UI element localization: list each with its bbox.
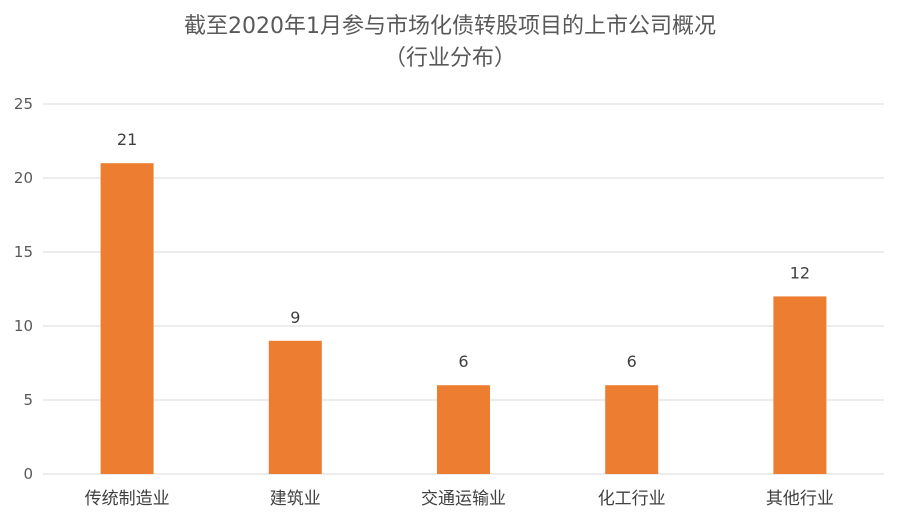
chart-title: 截至2020年1月参与市场化债转股项目的上市公司概况 xyxy=(184,14,716,39)
category-label: 交通运输业 xyxy=(421,489,506,509)
bar xyxy=(605,385,659,474)
y-tick-label: 25 xyxy=(14,95,33,113)
y-tick-label: 5 xyxy=(23,391,33,409)
category-label: 化工行业 xyxy=(598,489,666,509)
chart-subtitle: （行业分布） xyxy=(384,46,516,71)
data-label: 9 xyxy=(290,308,300,327)
data-label: 6 xyxy=(458,352,468,371)
bar xyxy=(100,163,154,474)
data-label: 12 xyxy=(790,263,810,282)
category-label: 建筑业 xyxy=(270,489,321,509)
category-label: 传统制造业 xyxy=(85,489,170,509)
bar xyxy=(437,385,490,474)
y-tick-label: 20 xyxy=(14,169,33,187)
data-labels: 21 9 6 6 12 xyxy=(117,130,810,371)
x-axis-categories: 传统制造业 建筑业 交通运输业 化工行业 其他行业 xyxy=(85,489,834,509)
data-label: 21 xyxy=(117,130,137,149)
gridlines xyxy=(43,103,884,475)
data-label: 6 xyxy=(627,352,637,371)
bar xyxy=(773,296,827,474)
bars xyxy=(100,163,827,474)
y-tick-label: 0 xyxy=(23,465,33,483)
y-tick-label: 10 xyxy=(14,317,33,335)
category-label: 其他行业 xyxy=(766,489,834,509)
y-tick-label: 15 xyxy=(14,243,33,261)
y-axis-ticks: 0 5 10 15 20 25 xyxy=(14,95,33,483)
bar xyxy=(268,340,322,474)
